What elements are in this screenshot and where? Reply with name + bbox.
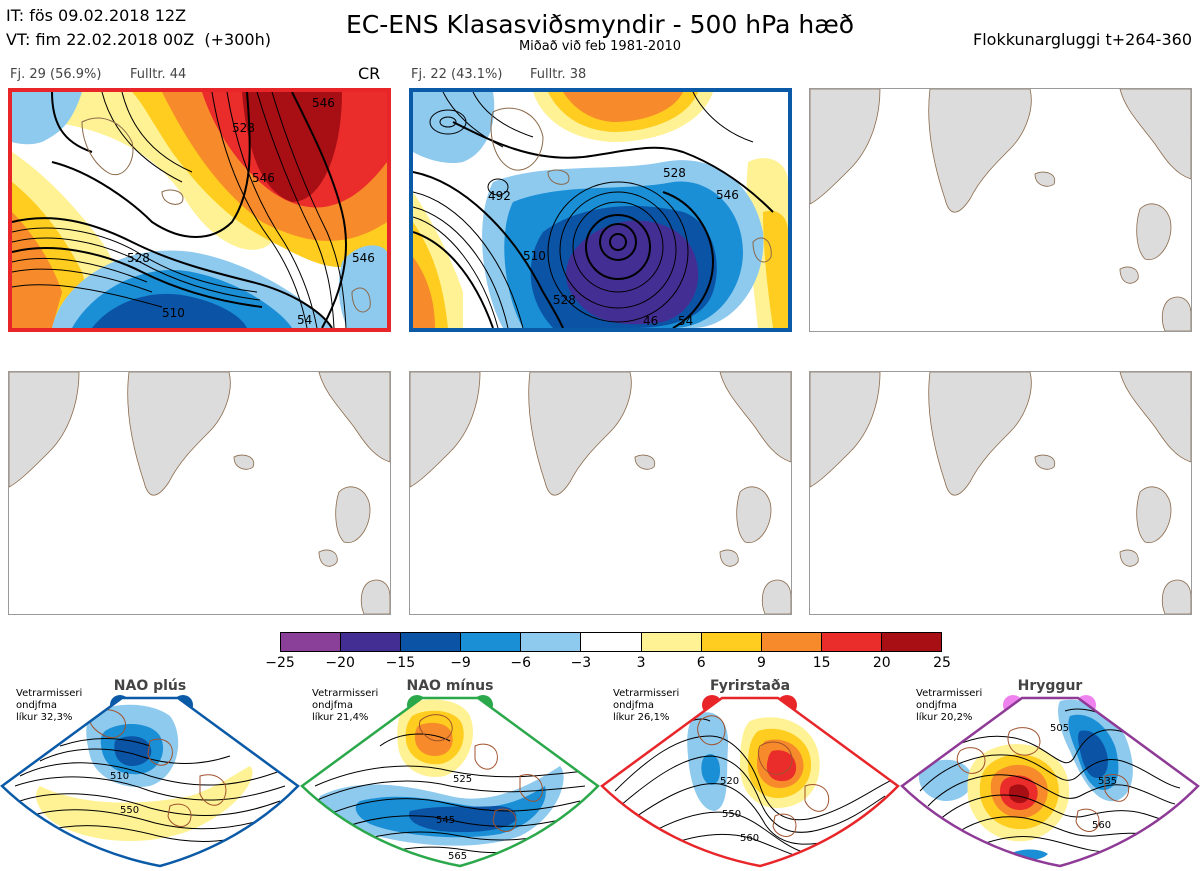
- regime-ridge: Hryggur Vetrarmisseri ondjfma líkur 20,2…: [900, 676, 1200, 871]
- regime-nao-plus: NAO plús Vetrarmisseri ondjfma líkur 32,…: [0, 676, 300, 871]
- colorbar-tick-label: −20: [325, 655, 355, 671]
- regime-nao-minus: NAO mínus Vetrarmisseri ondjfma líkur 21…: [300, 676, 600, 871]
- regime-contour-label: 545: [436, 815, 455, 826]
- regime-contour-label: 560: [740, 833, 759, 844]
- p1-contour-label-510: 510: [162, 306, 185, 320]
- regime-info: Vetrarmisseri ondjfma líkur 26,1%: [613, 688, 680, 723]
- regime-contour-label: 550: [722, 809, 741, 820]
- colorbar-segment: [581, 633, 642, 651]
- regime-contour-label: 505: [1050, 723, 1069, 734]
- regime-contour-label: 520: [720, 776, 739, 787]
- colorbar-ticks: −25 −20 −15 −9 −6 −3 3 6 9 15 20 25: [265, 655, 951, 673]
- colorbar-tick-label: −25: [265, 655, 295, 671]
- p2-contour-label-528: 528: [553, 293, 576, 307]
- cluster-map-empty-4: [8, 371, 391, 615]
- p1-contour-label-546: 546: [252, 171, 275, 185]
- colorbar-segment: [701, 633, 762, 651]
- panel-1-count: Fj. 29 (56.9%): [10, 67, 102, 82]
- colorbar-tick-label: 15: [812, 655, 831, 671]
- cluster-map-empty-6: [809, 371, 1192, 615]
- colorbar-segment: [521, 633, 582, 651]
- regime-info: Vetrarmisseri ondjfma líkur 20,2%: [916, 688, 983, 723]
- colorbar-tick-label: −15: [385, 655, 416, 671]
- colorbar-tick-label: 3: [636, 655, 646, 671]
- regime-title: NAO plús: [113, 678, 187, 694]
- colorbar-tick-label: −3: [570, 655, 592, 671]
- regime-contour-label: 525: [453, 774, 472, 785]
- cluster-map-empty-5: [409, 371, 792, 615]
- regime-contour-label: 560: [1092, 820, 1111, 831]
- colorbar-tick-label: −9: [450, 655, 471, 671]
- colorbar-segment: [881, 633, 942, 651]
- colorbar-segment: [821, 633, 882, 651]
- p1-contour-label-54: 54: [297, 313, 312, 327]
- p2-contour-label-46: 46: [643, 314, 658, 328]
- colorbar-tick-label: 20: [872, 655, 891, 671]
- colorbar-segment: [281, 633, 342, 651]
- page-subtitle: Miðað við feb 1981-2010: [518, 39, 682, 54]
- init-time: IT: fös 09.02.2018 12Z: [6, 6, 187, 25]
- p2-contour-label-492: 492: [488, 189, 511, 203]
- p2-contour-label-546: 546: [716, 188, 739, 202]
- colorbar-segment: [341, 633, 402, 651]
- panel-1-regime-tag: CR: [358, 64, 381, 83]
- p2-contour-label-528b: 528: [663, 166, 686, 180]
- panel-2-count: Fj. 22 (43.1%): [411, 67, 503, 82]
- p1-contour-label-546c: 546: [312, 96, 335, 110]
- regime-contour-label: 565: [448, 851, 467, 862]
- regime-contour-label: 510: [110, 771, 129, 782]
- regime-title: Hryggur: [1017, 678, 1083, 694]
- cluster-map-empty-3: [809, 88, 1192, 332]
- colorbar: [280, 632, 942, 652]
- page-title: EC-ENS Klasasviðsmyndir - 500 hPa hæð: [345, 10, 855, 39]
- p1-contour-label-546b: 546: [352, 251, 375, 265]
- colorbar-segment: [761, 633, 822, 651]
- colorbar-tick-label: −6: [510, 655, 532, 671]
- colorbar-segment: [401, 633, 462, 651]
- colorbar-tick-label: 25: [933, 655, 951, 671]
- colorbar-segment: [461, 633, 522, 651]
- colorbar-tick-label: 6: [696, 655, 706, 671]
- panel-2-representative: Fulltr. 38: [530, 67, 587, 82]
- regime-contour-label: 550: [120, 805, 139, 816]
- cluster-map-2: 510 528 546 528 492 46 54: [409, 88, 792, 332]
- cluster-map-1: 510 528 528 546 546 546 54: [8, 88, 391, 332]
- colorbar-segment: [641, 633, 702, 651]
- panel-1-representative: Fulltr. 44: [130, 67, 187, 82]
- regime-blocking: Fyrirstaða Vetrarmisseri ondjfma líkur 2…: [600, 676, 900, 871]
- p1-contour-label-528: 528: [127, 251, 150, 265]
- p2-contour-label-54: 54: [678, 314, 693, 328]
- window-label: Flokkunargluggi t+264-360: [973, 30, 1192, 49]
- colorbar-tick-label: 9: [756, 655, 766, 671]
- regime-info: Vetrarmisseri ondjfma líkur 21,4%: [312, 688, 379, 723]
- regime-title: NAO mínus: [406, 678, 494, 694]
- regime-info: Vetrarmisseri ondjfma líkur 32,3%: [16, 688, 83, 723]
- p2-contour-label-510: 510: [523, 249, 546, 263]
- p1-contour-label-528b: 528: [232, 121, 255, 135]
- valid-time: VT: fim 22.02.2018 00Z (+300h): [6, 30, 271, 49]
- regime-contour-label: 535: [1098, 776, 1117, 787]
- regime-title: Fyrirstaða: [709, 678, 791, 694]
